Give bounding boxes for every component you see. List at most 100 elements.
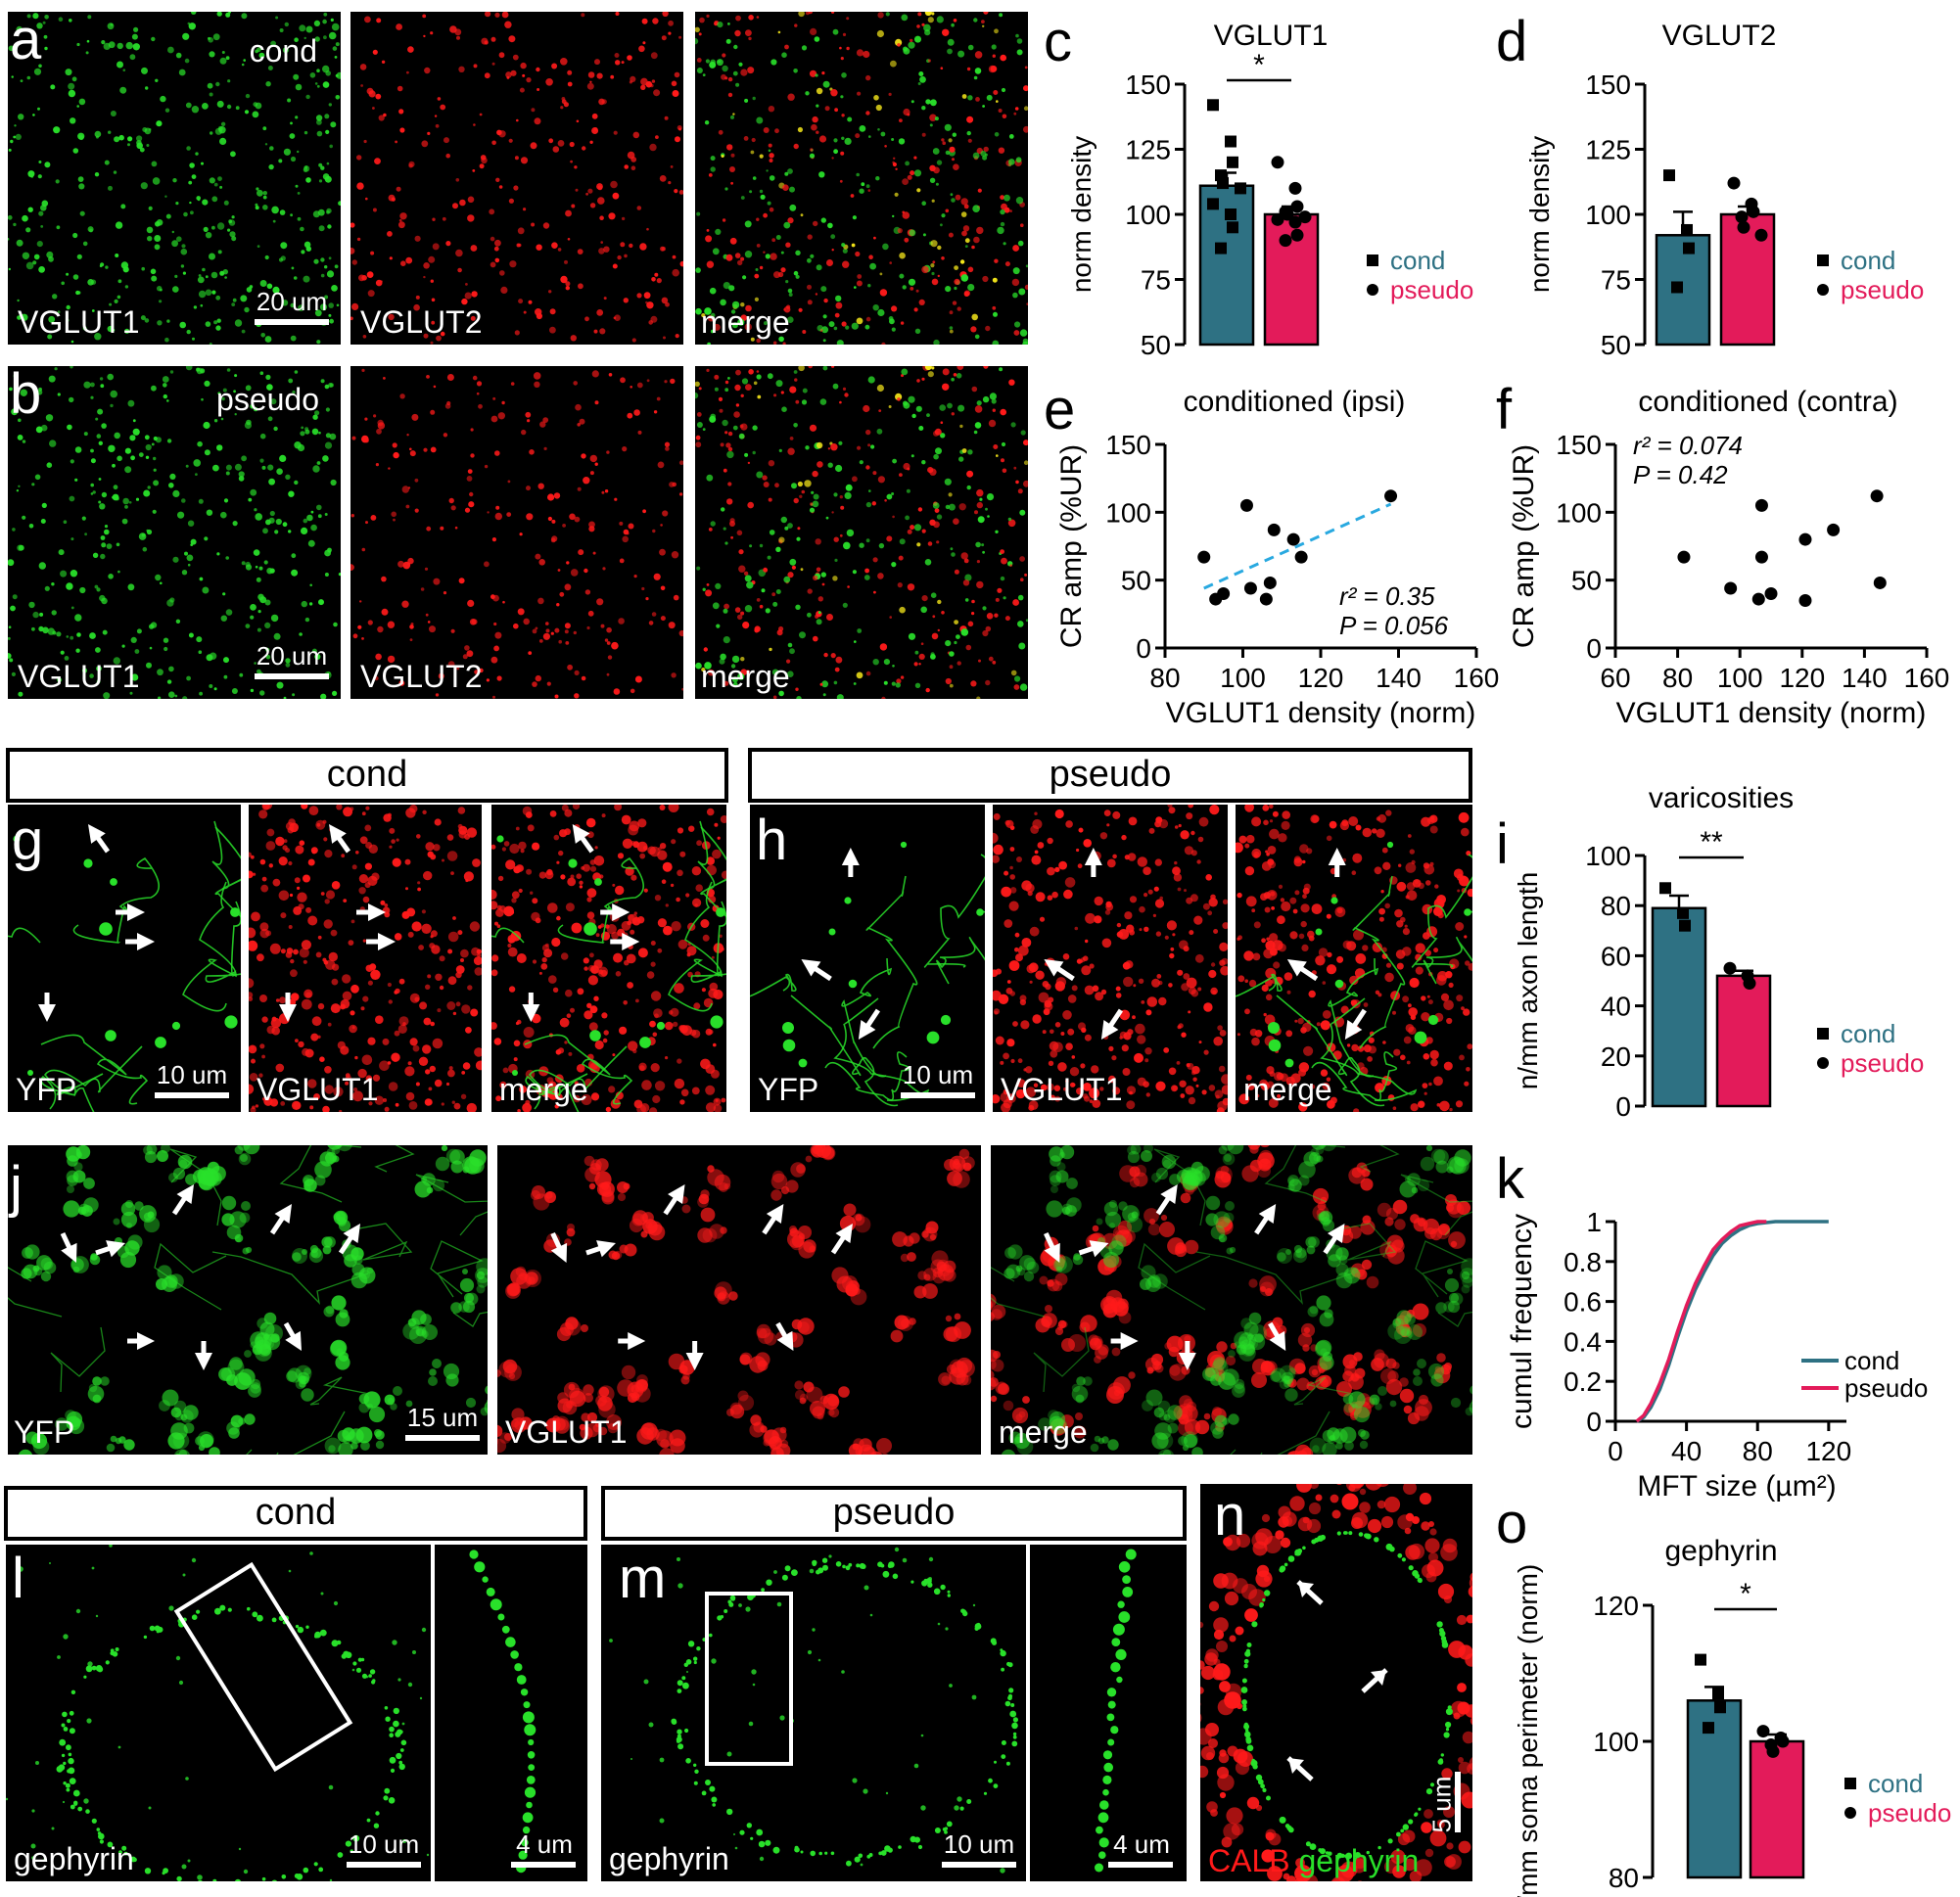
y-tick-label: 150 [1585, 69, 1631, 100]
data-point [1279, 234, 1292, 248]
channel-label: gephyrin [14, 1841, 134, 1876]
arrowhead-icon [38, 1004, 56, 1022]
arrowhead-icon [628, 1332, 646, 1350]
legend-label: pseudo [1841, 275, 1924, 304]
label-calb: CALB [1208, 1843, 1290, 1878]
scale-label: 10 um [156, 1060, 228, 1089]
data-point [1766, 1744, 1780, 1758]
data-point [1798, 532, 1812, 546]
arrowhead-icon [343, 1224, 360, 1243]
y-tick-label: 80 [1601, 891, 1631, 921]
y-tick-label: 100 [1125, 200, 1171, 230]
arrowhead-icon [596, 1240, 616, 1258]
y-axis-label: norm density [1524, 136, 1555, 293]
scale-bar [347, 1862, 421, 1868]
arrowhead-icon [1328, 848, 1346, 865]
data-point [1703, 1722, 1714, 1735]
scale-bar [1455, 1772, 1461, 1832]
scale-label: 4 um [516, 1829, 573, 1859]
panel-letter-k: k [1496, 1147, 1524, 1211]
channel-label: VGLUT1 [257, 1072, 379, 1107]
stat-label: r² = 0.074 [1633, 431, 1743, 460]
legend-label: cond [1390, 246, 1445, 275]
y-tick-label: 20 [1601, 1041, 1631, 1072]
legend-circle-icon [1844, 1807, 1856, 1819]
channel-label: gephyrin [609, 1841, 729, 1876]
x-axis-label: VGLUT1 density (norm) [1166, 697, 1476, 729]
panel-letter-f: f [1496, 378, 1513, 441]
arrowhead-icon [137, 1332, 155, 1350]
arrowhead-icon [835, 1224, 853, 1243]
arrowhead-icon [368, 903, 386, 921]
image-h-yfp: YFP 10 um [750, 805, 985, 1112]
panel-letter-l: l [12, 1547, 24, 1610]
arrowhead-icon [1044, 959, 1064, 977]
y-tick-label: 0 [1586, 1407, 1602, 1437]
arrowhead-icon [1344, 1020, 1363, 1040]
y-axis-label: norm density [1066, 136, 1097, 293]
group-header-pseudo-m: pseudo [601, 1486, 1187, 1541]
chart-i-varicosities: varicosities 0 20 40 60 80 100 n/mm axon length… [1490, 773, 1956, 1126]
arrowhead-icon [1100, 1020, 1119, 1040]
group-header-pseudo: pseudo [748, 748, 1472, 803]
y-tick-label: 60 [1601, 941, 1631, 971]
series-line-cond [1635, 1220, 1829, 1423]
scale-bar [405, 1435, 480, 1441]
data-point [1754, 498, 1768, 512]
data-point [1217, 587, 1231, 601]
legend-label: cond [1844, 1346, 1899, 1375]
y-tick-label: 40 [1601, 992, 1631, 1022]
y-tick-label: 0.2 [1563, 1366, 1602, 1397]
chart-title: varicosities [1649, 782, 1794, 814]
data-point [1225, 208, 1237, 220]
channel-label: VGLUT1 [1001, 1072, 1123, 1107]
data-point [1683, 242, 1695, 254]
data-point [1207, 99, 1219, 112]
panel-letter-b: b [10, 362, 42, 426]
x-tick-label: 160 [1904, 663, 1950, 693]
arrowhead-icon [1286, 959, 1307, 977]
bar-cond [1686, 1699, 1743, 1879]
image-h-vglut1: VGLUT1 [993, 805, 1228, 1112]
panel-letter-e: e [1044, 378, 1076, 441]
arrowhead-icon [127, 903, 145, 921]
data-point [1271, 212, 1284, 226]
arrowhead-icon [1288, 1758, 1304, 1774]
bar-pseudo [1749, 1739, 1805, 1879]
panel-letter-m: m [619, 1547, 667, 1610]
arrowhead-icon [106, 1240, 125, 1258]
y-axis-label: cumul frequency [1506, 1214, 1538, 1429]
legend-square-icon [1844, 1778, 1856, 1789]
panel-letter-d: d [1496, 10, 1528, 73]
channel-label: merge [1243, 1072, 1332, 1107]
x-tick-label: 140 [1842, 663, 1888, 693]
chart-title: conditioned (ipsi) [1184, 386, 1406, 418]
channel-label: merge [701, 304, 790, 340]
data-point [1290, 228, 1304, 242]
data-point [1288, 181, 1302, 195]
chart-c-vglut1: VGLUT1 50 75 100 125 150 norm density * cond pseu… [1038, 10, 1488, 372]
y-tick-label: 0 [1586, 633, 1602, 664]
y-tick-label: 50 [1601, 330, 1631, 360]
data-point [1281, 208, 1294, 221]
data-point [1290, 200, 1304, 213]
bar-pseudo [1715, 974, 1772, 1108]
data-point [1754, 550, 1768, 564]
stat-label: P = 0.42 [1633, 460, 1728, 489]
arrowhead-icon [1089, 1240, 1109, 1258]
data-point [1225, 135, 1237, 148]
data-point [1243, 581, 1257, 595]
data-point [1663, 169, 1675, 182]
legend-square-icon [1817, 254, 1829, 266]
data-point [1207, 198, 1219, 210]
data-point [1695, 1653, 1706, 1666]
x-tick-label: 100 [1717, 663, 1763, 693]
arrowhead-icon [279, 1004, 297, 1022]
channel-label: VGLUT1 [18, 659, 140, 694]
legend-label: cond [1841, 1019, 1895, 1048]
arrowhead-icon [766, 1204, 784, 1224]
data-point [1294, 550, 1308, 564]
legend-label: cond [1841, 246, 1895, 275]
image-j-yfp: YFP 15 um [8, 1145, 488, 1455]
channel-label: YFP [16, 1072, 77, 1107]
